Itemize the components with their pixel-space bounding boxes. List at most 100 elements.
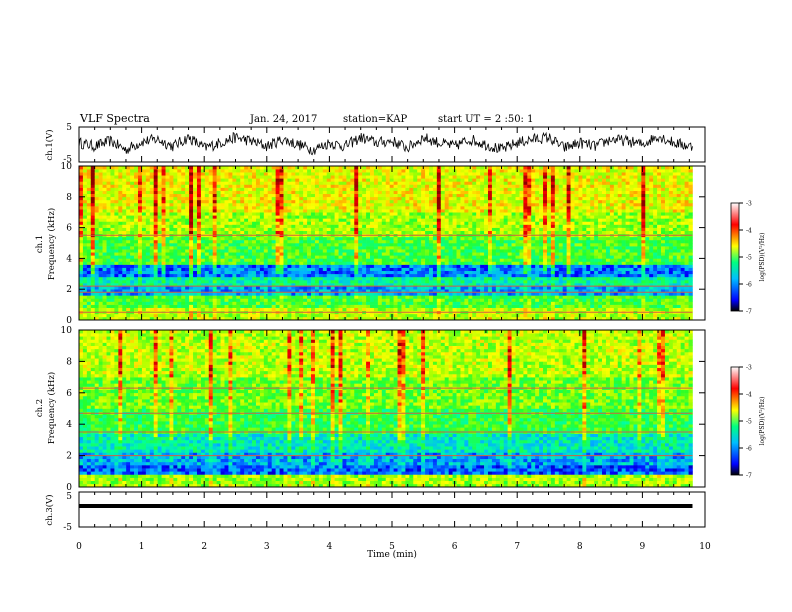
spectrogram-cell — [311, 199, 316, 204]
spectrogram-cell — [189, 236, 194, 241]
spectrogram-cell — [267, 199, 272, 204]
spectrogram-cell — [425, 230, 430, 235]
spectrogram-cell — [448, 166, 453, 170]
spectrogram-cell — [224, 243, 229, 247]
spectrogram-cell — [322, 206, 328, 210]
spectrogram-cell — [440, 295, 446, 299]
spectrogram-cell — [252, 249, 257, 253]
spectrogram-cell — [208, 206, 213, 210]
spectrogram-cell — [134, 187, 139, 191]
spectrogram-cell — [303, 172, 308, 176]
spectrogram-cell — [94, 264, 99, 268]
spectrogram-cell — [193, 255, 198, 259]
spectrogram-cell — [409, 218, 414, 222]
spectrogram-cell — [291, 276, 296, 281]
spectrogram-cell — [334, 246, 339, 250]
spectrogram-cell — [118, 230, 123, 235]
spectrogram-cell — [118, 249, 123, 253]
spectrogram-cell — [464, 273, 469, 278]
spectrogram-cell — [98, 227, 103, 231]
spectrogram-cell — [393, 273, 398, 278]
spectrogram-cell — [149, 199, 155, 204]
spectrogram-cell — [322, 249, 328, 253]
spectrogram-cell — [79, 202, 84, 207]
spectrogram-cell — [460, 199, 465, 204]
spectrogram-cell — [240, 307, 245, 312]
spectrogram-cell — [405, 230, 410, 235]
spectrogram-cell — [98, 307, 103, 312]
spectrogram-cell — [377, 209, 383, 213]
spectrogram-cell — [440, 316, 446, 321]
spectrogram-cell — [291, 212, 296, 216]
spectrogram-cell — [350, 273, 355, 278]
spectrogram-cell — [330, 252, 335, 256]
spectrogram-cell — [444, 209, 449, 213]
spectrogram-cell — [181, 175, 186, 179]
spectrogram-cell — [244, 255, 249, 259]
spectrogram-cell — [448, 289, 453, 293]
spectrogram-cell — [161, 292, 166, 296]
spectrogram-cell — [358, 190, 363, 195]
spectrogram-cell — [149, 258, 155, 262]
spectrogram-cell — [98, 221, 103, 225]
spectrogram-cell — [432, 172, 438, 176]
spectrogram-cell — [137, 258, 143, 262]
spectrogram-cell — [358, 181, 363, 185]
spectrogram-cell — [79, 316, 84, 321]
spectrogram-cell — [385, 279, 390, 284]
spectrogram-cell — [220, 261, 225, 265]
spectrogram-cell — [346, 221, 351, 225]
spectrogram-cell — [413, 236, 418, 241]
spectrogram-cell — [370, 264, 375, 268]
spectrogram-cell — [334, 273, 339, 278]
spectrogram-cell — [161, 307, 166, 312]
spectrogram-cell — [460, 236, 465, 241]
spectrogram-cell — [429, 298, 434, 302]
spectrogram-cell — [350, 172, 355, 176]
spectrogram-cell — [460, 307, 465, 312]
spectrogram-cell — [126, 175, 131, 179]
spectrogram-cell — [173, 316, 178, 321]
spectrogram-cell — [137, 279, 143, 284]
spectrogram-cell — [82, 166, 88, 170]
spectrogram-cell — [90, 239, 96, 244]
spectrogram-cell — [405, 221, 410, 225]
spectrogram-cell — [189, 166, 194, 170]
spectrogram-cell — [82, 202, 88, 207]
spectrogram-cell — [177, 276, 182, 281]
spectrogram-cell — [330, 209, 335, 213]
spectrogram-cell — [240, 196, 245, 201]
spectrogram-cell — [381, 301, 387, 305]
spectrogram-cell — [145, 264, 151, 268]
spectrogram-cell — [267, 202, 272, 207]
spectrogram-cell — [283, 184, 288, 188]
spectrogram-cell — [185, 307, 190, 312]
spectrogram-cell — [228, 255, 233, 259]
spectrogram-cell — [200, 264, 206, 268]
spectrogram-cell — [307, 190, 312, 195]
spectrogram-cell — [141, 169, 147, 173]
spectrogram-cell — [244, 172, 249, 176]
spectrogram-cell — [381, 307, 387, 312]
spectrogram-cell — [385, 264, 390, 268]
spectrogram-cell — [425, 166, 430, 170]
spectrogram-cell — [436, 199, 442, 204]
spectrogram-cell — [110, 209, 115, 213]
spectrogram-cell — [346, 169, 351, 173]
spectrogram-cell — [393, 239, 398, 244]
spectrogram-cell — [137, 169, 143, 173]
spectrogram-cell — [370, 267, 375, 272]
spectrogram-cell — [354, 258, 359, 262]
spectrogram-cell — [318, 196, 324, 201]
spectrogram-cell — [86, 295, 92, 299]
spectrogram-cell — [338, 243, 343, 247]
spectrogram-cell — [173, 193, 178, 198]
spectrogram-cell — [350, 230, 355, 235]
spectrogram-cell — [275, 184, 280, 188]
spectrogram-cell — [314, 304, 320, 308]
spectrogram-cell — [401, 286, 406, 290]
spectrogram-cell — [173, 313, 178, 318]
spectrogram-cell — [137, 218, 143, 222]
spectrogram-cell — [173, 307, 178, 312]
spectrogram-cell — [157, 209, 162, 213]
